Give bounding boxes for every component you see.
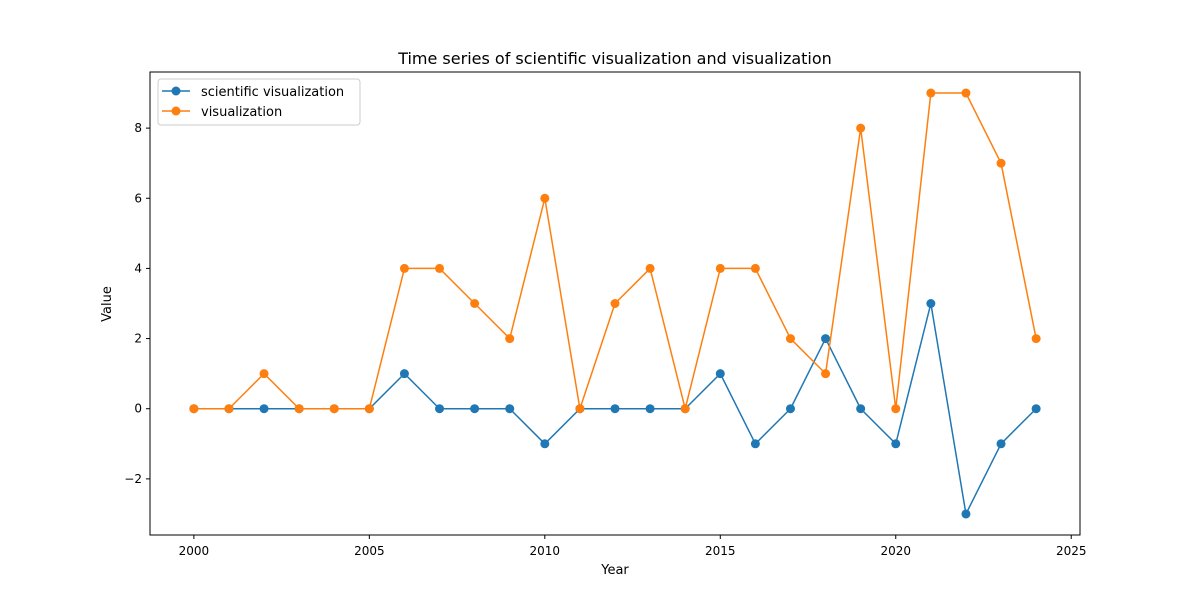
data-point-scientific-visualization	[435, 404, 445, 414]
data-point-scientific-visualization	[996, 439, 1006, 449]
y-axis: −2 0 2 4 6 8	[124, 121, 150, 486]
data-point-visualization	[399, 263, 409, 273]
plot-series	[189, 88, 1041, 519]
y-tick-label: 8	[134, 121, 142, 135]
data-point-scientific-visualization	[1031, 404, 1041, 414]
data-point-visualization	[645, 263, 655, 273]
y-tick-label: 0	[134, 402, 142, 416]
legend-marker-visualization	[171, 106, 181, 116]
y-tick-label: 2	[134, 332, 142, 346]
data-point-visualization	[856, 123, 866, 133]
data-point-scientific-visualization	[961, 509, 971, 519]
data-point-scientific-visualization	[645, 404, 655, 414]
data-point-visualization	[294, 404, 304, 414]
series-line-visualization	[193, 92, 1037, 410]
data-point-scientific-visualization	[399, 369, 409, 379]
data-point-scientific-visualization	[715, 369, 725, 379]
data-point-visualization	[750, 263, 760, 273]
legend-marker-scientific-visualization	[171, 86, 181, 96]
data-point-visualization	[364, 404, 374, 414]
data-point-visualization	[329, 404, 339, 414]
data-point-visualization	[996, 158, 1006, 168]
legend-label-scientific-visualization: scientific visualization	[201, 85, 344, 100]
data-point-scientific-visualization	[505, 404, 515, 414]
x-tick-label: 2010	[530, 544, 561, 558]
data-point-visualization	[891, 404, 901, 414]
data-point-visualization	[575, 404, 585, 414]
plot-area-frame	[149, 71, 1081, 536]
data-point-visualization	[715, 263, 725, 273]
data-point-scientific-visualization	[259, 404, 269, 414]
data-point-visualization	[785, 334, 795, 344]
y-tick-label: −2	[124, 472, 142, 486]
y-tick-label: 6	[134, 191, 142, 205]
data-point-visualization	[470, 299, 480, 308]
data-point-scientific-visualization	[610, 404, 620, 414]
data-point-visualization	[505, 334, 515, 344]
data-point-visualization	[961, 88, 971, 98]
data-point-visualization	[224, 404, 234, 414]
data-point-scientific-visualization	[856, 404, 866, 414]
data-point-scientific-visualization	[540, 439, 550, 449]
legend: scientific visualization visualization	[157, 78, 361, 126]
data-point-scientific-visualization	[891, 439, 901, 449]
data-point-visualization	[926, 88, 936, 98]
x-tick-label: 2000	[179, 544, 210, 558]
x-tick-label: 2015	[705, 544, 736, 558]
data-point-scientific-visualization	[470, 404, 480, 414]
data-point-scientific-visualization	[821, 334, 831, 344]
data-point-scientific-visualization	[926, 299, 936, 308]
data-point-scientific-visualization	[750, 439, 760, 449]
chart-title: Time series of scientific visualization …	[397, 49, 832, 68]
data-point-visualization	[821, 369, 831, 379]
x-tick-label: 2005	[354, 544, 385, 558]
x-axis: 2000 2005 2010 2015 2020 2025	[179, 535, 1087, 558]
x-tick-label: 2020	[880, 544, 911, 558]
data-point-visualization	[435, 263, 445, 273]
data-point-visualization	[259, 369, 269, 379]
data-point-visualization	[540, 193, 550, 203]
legend-label-visualization: visualization	[201, 105, 282, 120]
y-tick-label: 4	[134, 261, 142, 275]
data-point-scientific-visualization	[785, 404, 795, 414]
data-point-visualization	[189, 404, 199, 414]
data-point-visualization	[1031, 334, 1041, 344]
x-tick-label: 2025	[1056, 544, 1087, 558]
x-axis-label: Year	[600, 563, 629, 578]
data-point-visualization	[680, 404, 690, 414]
legend-box	[157, 78, 361, 126]
data-point-visualization	[610, 299, 620, 308]
y-axis-label: Value	[100, 286, 115, 322]
